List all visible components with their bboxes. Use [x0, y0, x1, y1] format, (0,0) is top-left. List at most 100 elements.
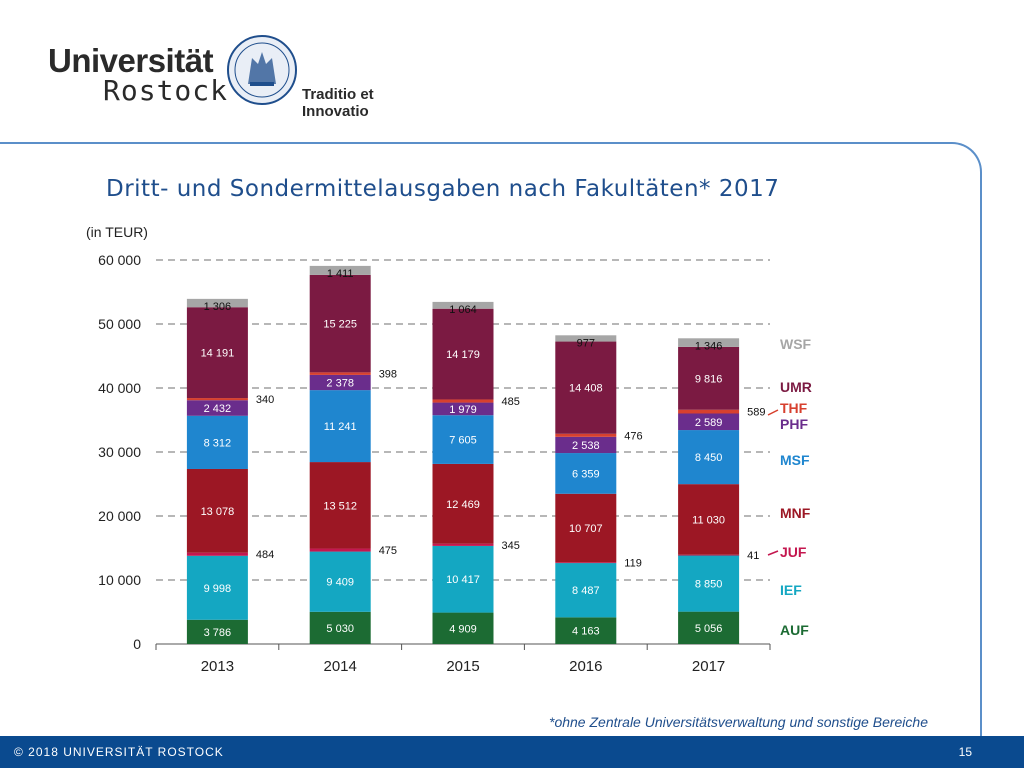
legend-item-msf: MSF [780, 452, 810, 468]
x-tick-label: 2017 [692, 658, 725, 675]
data-label: 977 [577, 337, 595, 349]
legend-leader-juf [767, 550, 779, 556]
data-label: 2 538 [572, 440, 600, 452]
bar-segment-wsf [186, 298, 248, 308]
university-logo: Universität Rostock Traditio et Innovati… [48, 30, 428, 120]
bar-segment-thf [309, 372, 371, 375]
bar-segment-msf [555, 453, 617, 494]
data-label: 1 306 [204, 301, 232, 313]
bar-segment-phf [309, 374, 371, 391]
bar-segment-mnf [432, 463, 494, 544]
x-tick-label: 2013 [201, 658, 234, 675]
bar-segment-juf [186, 552, 248, 556]
y-tick-label: 0 [133, 636, 141, 652]
data-label: 9 998 [204, 583, 232, 595]
data-label: 4 163 [572, 626, 600, 638]
data-label: 1 979 [449, 404, 477, 416]
data-label: 9 409 [326, 577, 354, 589]
data-label: 476 [624, 430, 642, 442]
data-label: 10 707 [569, 523, 603, 535]
data-label: 8 450 [695, 452, 723, 464]
data-label: 9 816 [695, 373, 723, 385]
data-label: 484 [256, 549, 274, 561]
bar-segment-ief [555, 563, 617, 618]
bar-segment-msf [432, 415, 494, 464]
bar-segment-umr [432, 308, 494, 400]
y-tick-label: 10 000 [98, 572, 141, 588]
footer-copyright: © 2018 UNIVERSITÄT ROSTOCK [14, 745, 224, 759]
data-label: 41 [747, 550, 759, 562]
legend-item-juf: JUF [780, 544, 807, 560]
data-label: 119 [624, 558, 642, 570]
logo-wordmark-line2: Rostock [103, 74, 229, 107]
footer-page-number: 15 [958, 745, 972, 759]
data-label: 398 [379, 369, 397, 381]
bar-segment-juf [678, 554, 740, 556]
legend-item-auf: AUF [780, 622, 809, 638]
logo-wordmark-line1: Universität [48, 42, 214, 79]
content-frame [0, 142, 982, 736]
bar-segment-mnf [186, 468, 248, 553]
data-label: 13 078 [201, 506, 235, 518]
data-label: 14 179 [446, 349, 480, 361]
data-label: 13 512 [323, 500, 357, 512]
bar-segment-msf [678, 430, 740, 485]
bar-segment-umr [678, 346, 740, 410]
data-label: 2 432 [204, 403, 232, 415]
footer-bar: © 2018 UNIVERSITÄT ROSTOCK 15 [0, 736, 1024, 768]
bar-segment-umr [186, 307, 248, 399]
bar-segment-thf [186, 398, 248, 401]
data-label: 4 909 [449, 623, 477, 635]
data-label: 2 378 [326, 378, 354, 390]
data-label: 8 487 [572, 585, 600, 597]
bar-segment-juf [555, 562, 617, 564]
y-tick-label: 20 000 [98, 508, 141, 524]
y-tick-label: 50 000 [98, 316, 141, 332]
bar-segment-umr [555, 341, 617, 434]
data-label: 11 241 [324, 421, 357, 433]
data-label: 5 030 [326, 623, 354, 635]
logo-motto: Traditio et Innovatio [302, 86, 374, 120]
y-unit-label: (in TEUR) [86, 224, 148, 240]
legend-item-phf: PHF [780, 416, 808, 432]
stacked-bar-chart: (in TEUR) 0 10 000 20 000 30 000 40 000 50 000… [86, 224, 812, 675]
data-label: 15 225 [323, 319, 357, 331]
bar-segment-wsf [555, 335, 617, 342]
data-label: 8 312 [204, 437, 232, 449]
legend-item-ief: IEF [780, 582, 802, 598]
bar-segment-wsf [678, 338, 740, 347]
bar-segment-thf [432, 399, 494, 403]
bar-segment-wsf [309, 265, 371, 275]
bar-segment-phf [432, 402, 494, 416]
bar-segment-mnf [678, 484, 740, 555]
data-label: 11 030 [692, 514, 725, 526]
bar-segment-thf [678, 409, 740, 414]
bar-segment-juf [432, 543, 494, 546]
x-tick-label: 2015 [446, 658, 479, 675]
data-label: 7 605 [449, 435, 477, 447]
bar-segment-thf [555, 433, 617, 437]
bar-segment-phf [678, 413, 740, 431]
data-label: 1 346 [695, 340, 723, 352]
y-tick-label: 40 000 [98, 380, 141, 396]
data-label: 345 [502, 540, 520, 552]
bar-segment-umr [309, 274, 371, 373]
bar-segment-phf [555, 436, 617, 454]
data-label: 1 411 [327, 268, 354, 280]
data-label: 5 056 [695, 623, 723, 635]
university-seal-icon [227, 35, 297, 105]
data-label: 589 [747, 407, 765, 419]
data-label: 3 786 [204, 627, 232, 639]
y-tick-label: 30 000 [98, 444, 141, 460]
bar-segment-ief [678, 555, 740, 612]
data-label: 475 [379, 545, 397, 557]
bar-segment-juf [309, 548, 371, 552]
bar-segment-auf [309, 611, 371, 644]
legend-item-thf: THF [780, 400, 808, 416]
bar-segment-auf [186, 619, 248, 644]
data-label: 6 359 [572, 468, 600, 480]
data-label: 2 589 [695, 417, 723, 429]
legend-leader-thf [767, 409, 779, 416]
data-label: 14 408 [569, 383, 603, 395]
slide-title: Dritt- und Sondermittelausgaben nach Fak… [106, 176, 780, 202]
